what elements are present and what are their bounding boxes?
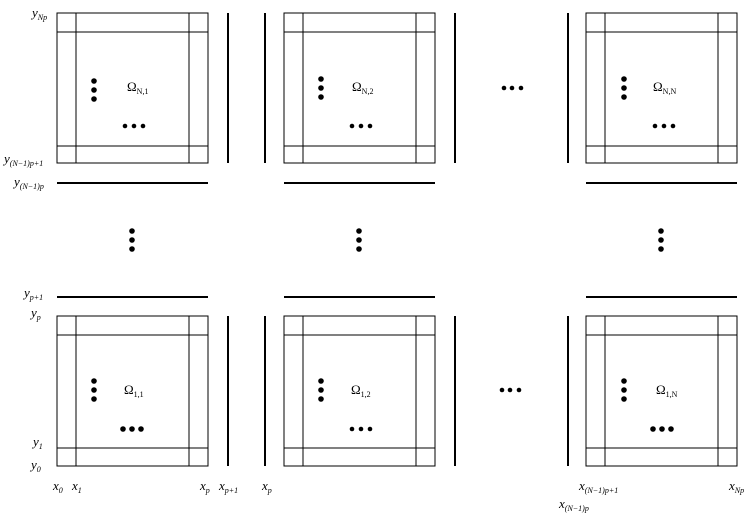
y-label-upper-boundary: y(N−1)p: [12, 174, 44, 191]
x-label-n-minus-one-p-plus-one: x(N−1)p+1: [578, 478, 618, 495]
y-label-one: y1: [31, 434, 43, 451]
subdomain-label-bottom-right: Ω1,N: [656, 382, 678, 399]
subdomain-label-bottom-left: Ω1,1: [124, 382, 144, 399]
subdomain-box-bottom-right: [585, 315, 738, 467]
subdomain-box-bottom-left: [56, 315, 209, 467]
subdomain-box-top-left: [56, 12, 209, 164]
y-label-upper-boundary-plus: y(N−1)p+1: [2, 151, 43, 168]
subdomain-label-top-middle: ΩN,2: [352, 79, 373, 96]
horizontal-interface-lines: [57, 182, 737, 298]
subdomain-box-top-right: [585, 12, 738, 164]
x-label-one: x1: [71, 478, 82, 495]
subdomain-box-bottom-middle: [283, 315, 436, 467]
ellipsis-dots: [91, 76, 676, 432]
y-label-mid-boundary: yp: [29, 305, 41, 322]
x-label-p-left: xp: [199, 478, 210, 495]
x-label-p-plus-one: xp+1: [218, 478, 238, 495]
subdomain-label-top-right: ΩN,N: [653, 79, 676, 96]
subdomain-label-bottom-middle: Ω1,2: [351, 382, 371, 399]
y-label-mid-boundary-plus: yp+1: [22, 285, 43, 302]
x-label-p-right: xp: [261, 478, 272, 495]
subdomain-box-top-middle: [283, 12, 436, 164]
x-label-n-minus-one-p: x(N−1)p: [558, 496, 589, 513]
vertical-interface-lines: [227, 13, 569, 466]
y-label-zero: y0: [29, 457, 41, 474]
x-label-zero: x0: [52, 478, 63, 495]
subdomain-label-top-left: ΩN,1: [127, 79, 148, 96]
y-label-top: yNp: [30, 5, 47, 22]
x-label-np: xNp: [728, 478, 744, 495]
